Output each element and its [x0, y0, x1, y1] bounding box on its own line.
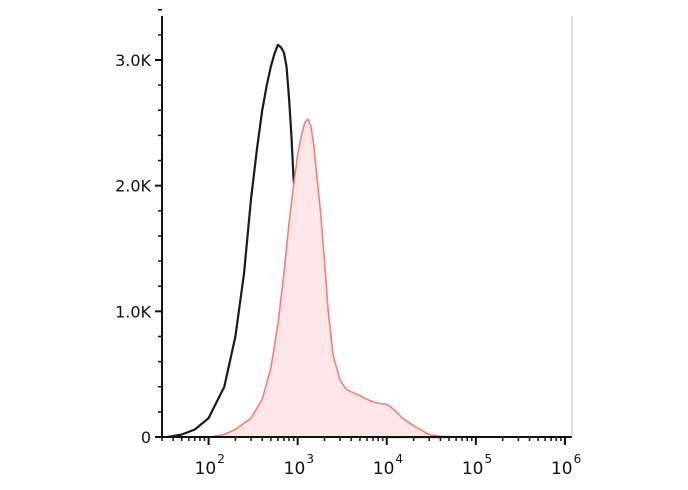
x-tick-label-4: 106 [551, 452, 581, 479]
series-layer [167, 43, 457, 439]
y-tick-label-2: 2.0K [115, 177, 151, 196]
x-tick-label-3: 105 [462, 452, 492, 479]
ticks-layer: 0 1.0K 2.0K 3.0K 102 103 104 105 106 [115, 8, 581, 479]
x-tick-label-2: 104 [373, 452, 403, 479]
axes-layer [161, 16, 573, 438]
y-tick-label-0: 0 [141, 428, 151, 447]
series-1-area [208, 119, 457, 437]
series-1-line [208, 118, 457, 438]
y-tick-label-3: 3.0K [115, 51, 151, 70]
x-tick-label-1: 103 [284, 452, 314, 479]
x-tick-label-0: 102 [195, 452, 225, 479]
y-tick-label-1: 1.0K [115, 302, 151, 321]
